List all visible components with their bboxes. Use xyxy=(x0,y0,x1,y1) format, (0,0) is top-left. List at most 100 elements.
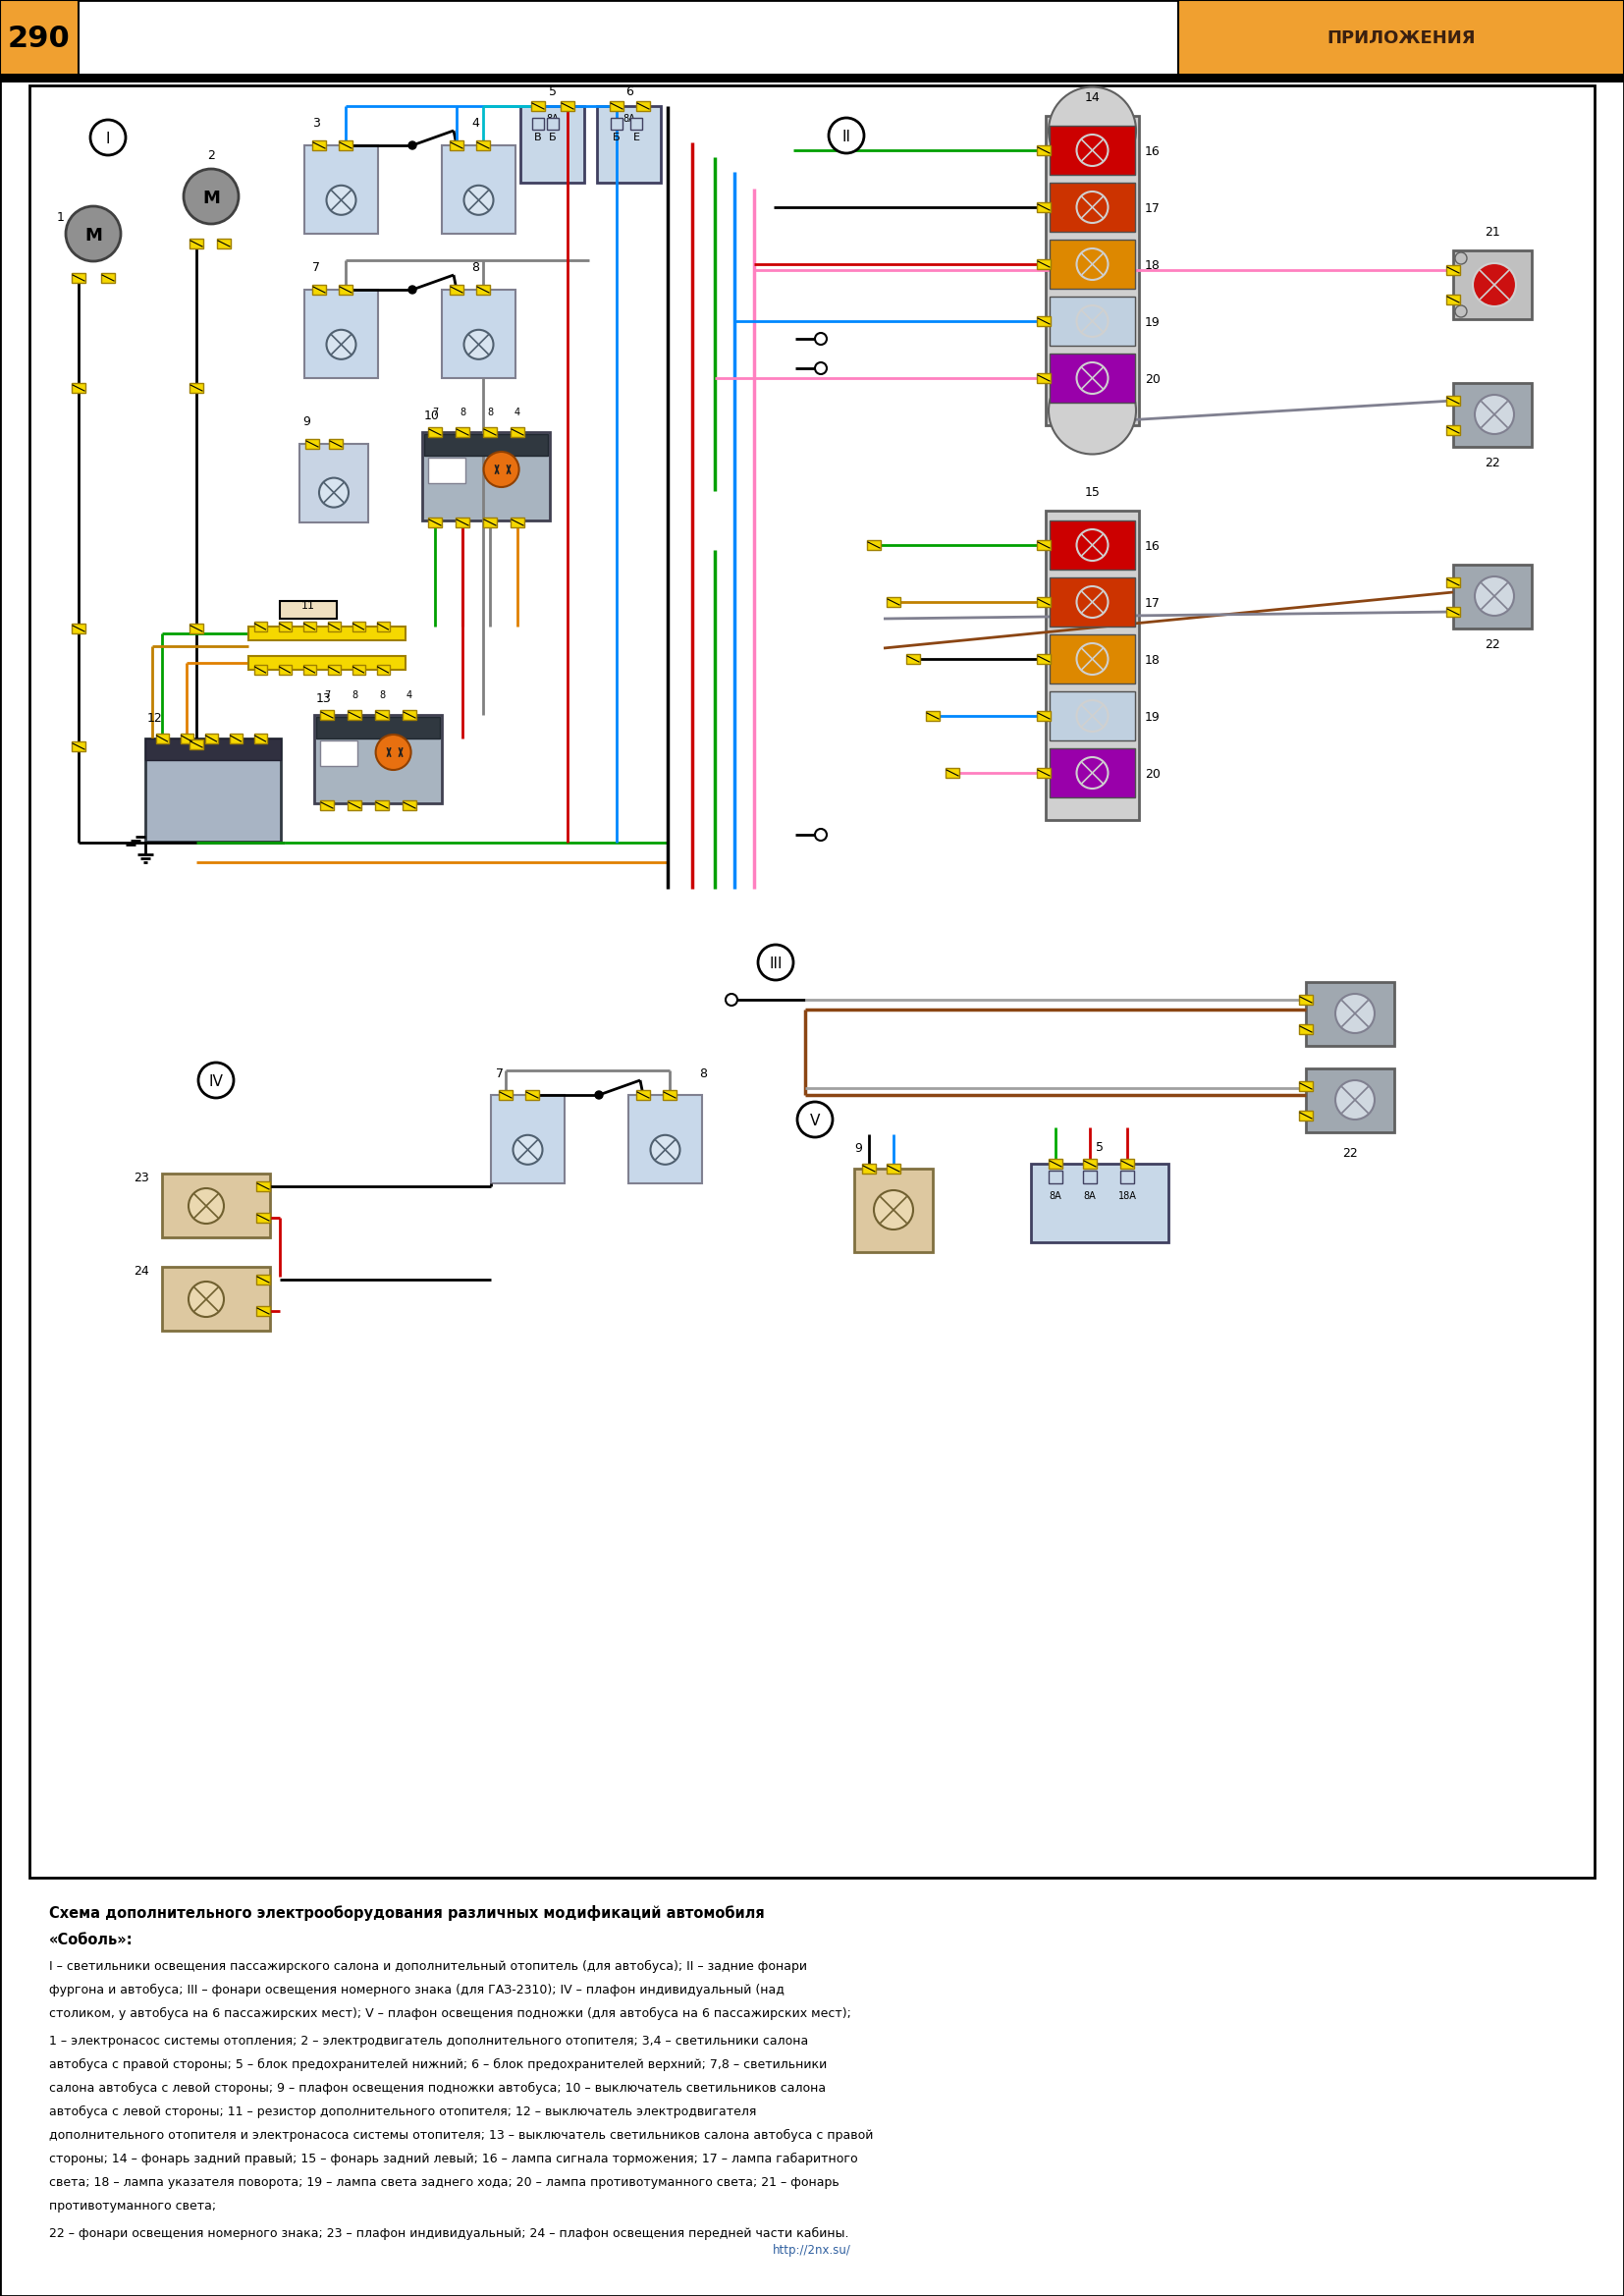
Bar xyxy=(867,540,880,551)
Bar xyxy=(180,735,193,744)
Text: 5: 5 xyxy=(1096,1141,1104,1155)
Text: Б: Б xyxy=(549,133,557,142)
Text: 8: 8 xyxy=(378,691,385,700)
Bar xyxy=(926,712,940,721)
Text: 17: 17 xyxy=(1145,202,1161,216)
Bar xyxy=(162,1267,270,1332)
Bar xyxy=(630,117,641,129)
Text: салона автобуса с левой стороны; 9 – плафон освещения подножки автобуса; 10 – вы: салона автобуса с левой стороны; 9 – пла… xyxy=(49,2082,827,2094)
Circle shape xyxy=(1077,135,1108,165)
Bar xyxy=(1083,1171,1096,1182)
Bar xyxy=(1179,0,1624,76)
Text: 2: 2 xyxy=(208,149,214,163)
Circle shape xyxy=(1049,87,1137,174)
Text: 8A: 8A xyxy=(624,115,635,124)
Bar xyxy=(663,1091,677,1100)
Bar xyxy=(190,739,203,748)
Bar xyxy=(1299,1081,1312,1091)
Bar xyxy=(1036,654,1051,664)
Bar xyxy=(1453,565,1531,629)
Text: 13: 13 xyxy=(317,693,331,705)
Text: 1 – электронасос системы отопления; 2 – электродвигатель дополнительного отопите: 1 – электронасос системы отопления; 2 – … xyxy=(49,2034,809,2048)
Bar xyxy=(429,427,442,436)
Bar xyxy=(1083,1159,1096,1169)
Bar xyxy=(854,1169,932,1251)
Bar xyxy=(456,427,469,436)
Bar xyxy=(598,106,661,184)
Text: Е: Е xyxy=(633,133,640,142)
Circle shape xyxy=(484,452,520,487)
Circle shape xyxy=(184,170,239,225)
Bar xyxy=(403,709,416,721)
Circle shape xyxy=(67,207,120,262)
Bar xyxy=(348,709,361,721)
Circle shape xyxy=(1473,264,1515,305)
Bar xyxy=(482,427,497,436)
Bar xyxy=(476,285,490,294)
Bar xyxy=(328,666,339,675)
Circle shape xyxy=(1077,530,1108,560)
Text: стороны; 14 – фонарь задний правый; 15 – фонарь задний левый; 16 – лампа сигнала: стороны; 14 – фонарь задний правый; 15 –… xyxy=(49,2154,857,2165)
Text: Б: Б xyxy=(612,133,620,142)
Text: 22 – фонари освещения номерного знака; 23 – плафон индивидуальный; 24 – плафон о: 22 – фонари освещения номерного знака; 2… xyxy=(49,2227,849,2241)
Bar xyxy=(1046,510,1138,820)
Text: 18: 18 xyxy=(1145,259,1161,273)
Bar xyxy=(887,597,900,606)
Bar xyxy=(482,517,497,528)
Bar xyxy=(1036,540,1051,551)
Bar xyxy=(218,239,231,248)
Bar xyxy=(190,383,203,393)
Circle shape xyxy=(326,186,356,216)
Bar xyxy=(476,140,490,149)
Text: 19: 19 xyxy=(1145,317,1160,328)
Text: 5: 5 xyxy=(549,85,557,99)
Bar xyxy=(1447,576,1460,588)
Text: 8: 8 xyxy=(487,409,494,418)
Bar xyxy=(299,443,369,523)
Bar xyxy=(1447,395,1460,406)
Text: дополнительного отопителя и электронасоса системы отопителя; 13 – выключатель св: дополнительного отопителя и электронасос… xyxy=(49,2128,874,2142)
Bar xyxy=(279,602,336,618)
Bar xyxy=(71,742,86,751)
Text: 10: 10 xyxy=(424,409,440,422)
Text: противотуманного света;: противотуманного света; xyxy=(49,2200,216,2213)
Circle shape xyxy=(188,1189,224,1224)
Bar xyxy=(328,622,339,631)
Circle shape xyxy=(409,285,416,294)
Bar xyxy=(1046,115,1138,425)
Bar xyxy=(424,434,547,455)
Circle shape xyxy=(1077,191,1108,223)
Text: 23: 23 xyxy=(133,1171,149,1185)
Bar xyxy=(145,739,281,760)
Bar xyxy=(1049,184,1135,232)
Bar xyxy=(257,1212,270,1224)
Circle shape xyxy=(815,363,827,374)
Bar xyxy=(611,117,622,129)
Circle shape xyxy=(1475,395,1514,434)
Circle shape xyxy=(326,331,356,358)
Bar xyxy=(1447,606,1460,618)
Text: 8: 8 xyxy=(471,262,479,273)
Bar xyxy=(253,666,266,675)
Bar xyxy=(1447,425,1460,434)
Bar xyxy=(1036,259,1051,269)
Bar xyxy=(403,801,416,810)
Bar xyxy=(1453,250,1531,319)
Text: I: I xyxy=(106,131,110,147)
Text: IV: IV xyxy=(209,1075,224,1088)
Bar xyxy=(1049,521,1135,569)
Circle shape xyxy=(874,1189,913,1231)
Text: 11: 11 xyxy=(302,602,315,611)
Text: 1: 1 xyxy=(57,211,65,225)
Bar xyxy=(510,427,525,436)
Bar xyxy=(531,101,546,110)
Bar xyxy=(637,1091,650,1100)
Text: 7: 7 xyxy=(495,1068,503,1079)
Text: 18: 18 xyxy=(1145,654,1161,668)
Text: M: M xyxy=(84,227,102,246)
Bar xyxy=(190,625,203,634)
Bar xyxy=(375,801,388,810)
Bar xyxy=(320,801,335,810)
Text: 18A: 18A xyxy=(1117,1192,1137,1201)
Bar xyxy=(320,739,357,767)
